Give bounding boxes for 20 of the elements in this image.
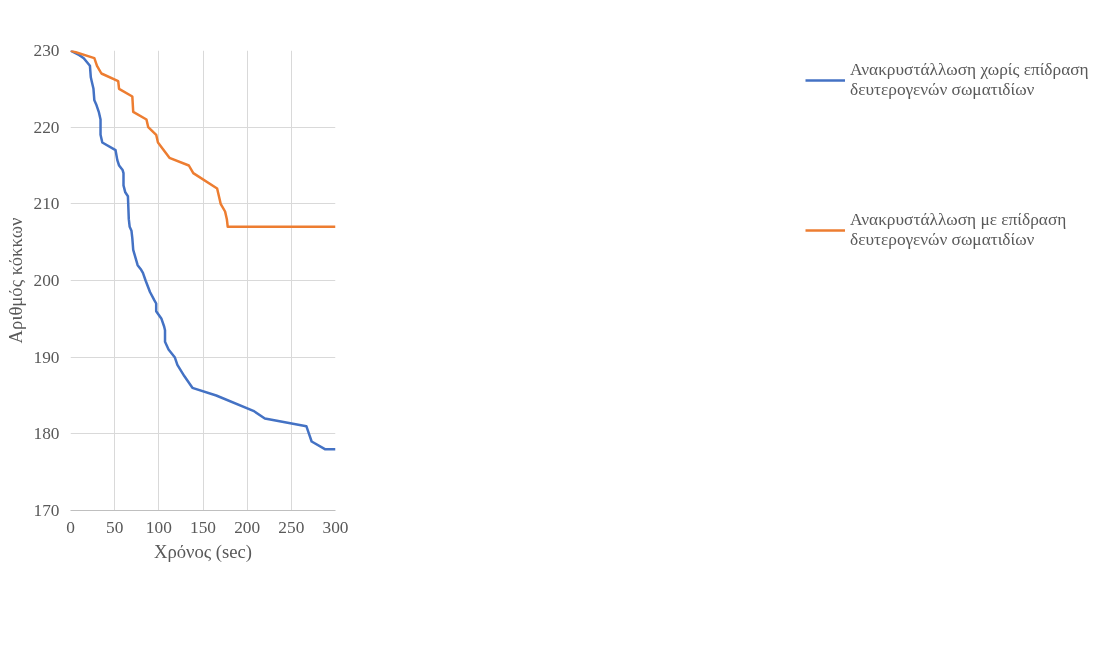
y-tick-label: 230 xyxy=(33,41,60,60)
line-series xyxy=(70,50,336,229)
y-tick-label: 210 xyxy=(33,194,60,214)
x-tick-label: 200 xyxy=(234,517,261,537)
y-tick-label: 220 xyxy=(33,117,60,137)
line-series xyxy=(70,50,336,451)
x-tick-label: 50 xyxy=(106,517,124,537)
x-tick-label: 100 xyxy=(145,517,172,537)
legend-label: Ανακρυστάλλωση χωρίς επίδραση δευτερογενών σωματιδίων xyxy=(850,60,1090,100)
x-tick-label: 250 xyxy=(278,517,305,537)
x-axis-title: Χρόνος (sec) xyxy=(153,540,253,563)
x-tick-label: 150 xyxy=(190,517,216,537)
x-tick-label: 0 xyxy=(66,517,75,537)
legend-label: Ανακρυστάλλωση με επίδραση δευτερογενών σωματιδίων xyxy=(850,210,1068,250)
x-tick-label: 300 xyxy=(322,517,349,537)
y-axis-title: Αριθμός κόκκων xyxy=(4,217,26,344)
y-tick-label: 170 xyxy=(33,501,60,520)
y-tick-label: 190 xyxy=(33,347,60,367)
y-tick-label: 200 xyxy=(33,271,60,290)
y-tick-label: 180 xyxy=(33,424,60,444)
